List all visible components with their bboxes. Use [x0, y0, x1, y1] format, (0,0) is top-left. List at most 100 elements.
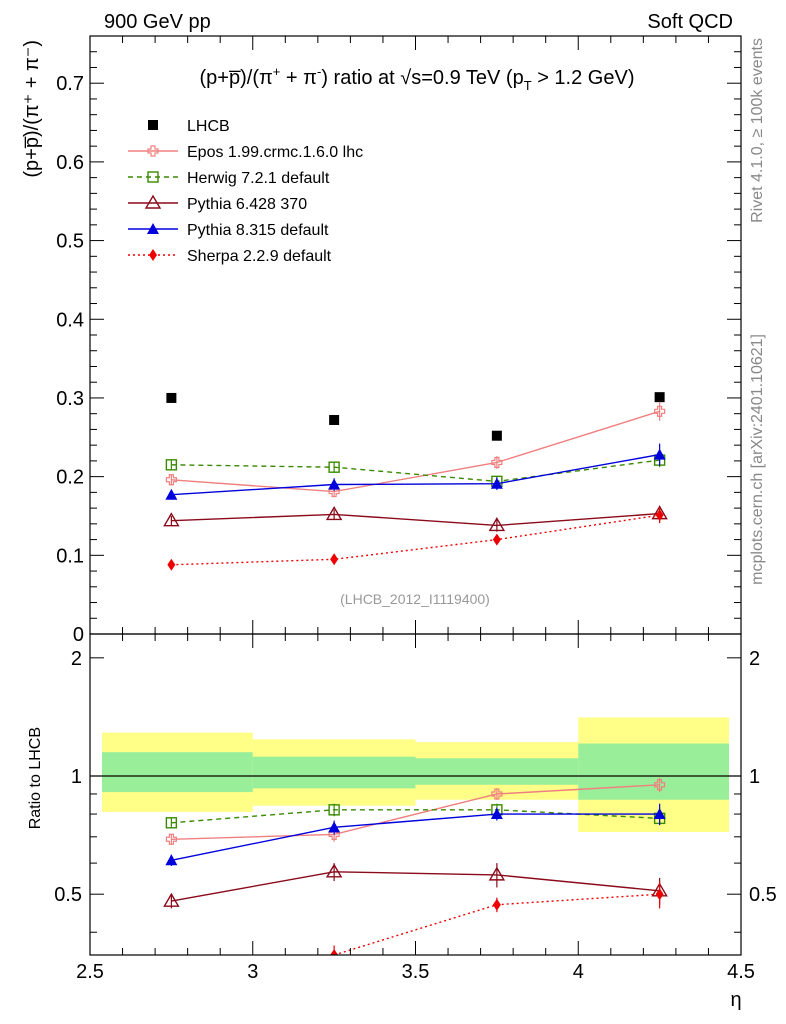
data-point: [492, 533, 501, 546]
legend-marker: [147, 171, 159, 183]
data-point: [328, 485, 340, 498]
data-point: [491, 430, 502, 441]
analysis-label: (LHCB_2012_I1119400): [340, 591, 490, 607]
data-point: [488, 517, 506, 532]
series-line-pythia-8-315-default: [171, 453, 660, 496]
ratio-y-tick-label: 2: [71, 648, 82, 670]
legend-label: LHCB: [187, 118, 230, 135]
data-point: [163, 512, 180, 527]
data-point: [653, 808, 666, 820]
legend-item-lhcb: LHCB: [148, 118, 230, 135]
data-point: [491, 788, 503, 800]
data-point: [490, 808, 503, 820]
data-point: [328, 478, 341, 490]
data-point: [165, 459, 178, 471]
legend-label: Pythia 6.428 370: [187, 196, 307, 213]
series-herwig-7-2-1-default: [165, 453, 666, 488]
y-axis-title-bottom: Ratio to LHCB: [27, 727, 44, 829]
band-green-2: [415, 758, 579, 785]
data-point: [330, 949, 339, 955]
y-tick-label: 0.7: [56, 73, 84, 95]
series-line-sherpa-2-2-9-default: [329, 893, 660, 955]
series-line-pythia-8-315-default: [171, 813, 660, 861]
data-point: [325, 863, 343, 878]
x-axis-title: η: [730, 989, 741, 1011]
y-axis-title-top: (p+p̅)/(π⁺ + π⁻): [21, 40, 43, 178]
series-epos-1-99-crmc-1-6-0-lhc: [165, 401, 666, 498]
y-tick-label: 0.4: [56, 309, 84, 331]
legend-marker: [147, 223, 159, 234]
ratio-y-tick-label-right: 1: [749, 766, 760, 788]
legend-marker: [149, 249, 157, 261]
series-pythia-8-315-default: [165, 803, 666, 866]
ratio-panel: [163, 777, 668, 987]
series-pythia-8-315-default: [165, 443, 666, 500]
legend-item-pythia-8-315-default: Pythia 8.315 default: [128, 222, 329, 239]
ratio-bands: [90, 717, 741, 833]
band-green-0: [102, 752, 253, 793]
y-tick-label: 0.6: [56, 152, 84, 174]
data-point: [165, 474, 177, 486]
legend-item-sherpa-2-2-9-default: Sherpa 2.2.9 default: [128, 248, 332, 265]
data-point: [328, 821, 341, 833]
band-green-1: [252, 756, 416, 789]
rivet-label: Rivet 4.1.0, ≥ 100k events: [749, 38, 766, 223]
data-point: [655, 509, 664, 522]
series-line-sherpa-2-2-9-default: [171, 514, 660, 566]
legend-label: Sherpa 2.2.9 default: [187, 248, 332, 265]
series-line-epos-1-99-crmc-1-6-0-lhc: [171, 784, 660, 840]
x-tick-label: 4: [573, 961, 584, 983]
y-tick-label: 0.2: [56, 467, 84, 489]
data-point: [654, 405, 666, 417]
data-point: [490, 477, 503, 489]
legend-marker: [144, 194, 162, 209]
header-right: Soft QCD: [647, 11, 733, 33]
main-panel: [163, 392, 668, 571]
x-tick-label: 4.5: [727, 961, 755, 983]
y-tick-label: 0: [73, 624, 84, 646]
data-point: [165, 817, 178, 829]
data-point: [655, 888, 664, 901]
data-point: [328, 828, 340, 841]
legend-label: Pythia 8.315 default: [187, 222, 329, 239]
y-tick-label: 0.3: [56, 388, 84, 410]
series-line-pythia-6-428-370: [171, 512, 660, 527]
y-tick-label: 0.1: [56, 545, 84, 567]
data-point: [492, 898, 501, 911]
x-tick-label: 3.5: [402, 961, 430, 983]
data-point: [328, 804, 340, 816]
y-tick-label: 0.5: [56, 231, 84, 253]
data-point: [329, 414, 340, 425]
data-point: [328, 461, 340, 473]
series-line-pythia-6-428-370: [171, 871, 660, 902]
ratio-y-tick-label: 1: [71, 766, 82, 788]
legend-marker: [148, 120, 158, 130]
legend-label: Herwig 7.2.1 default: [187, 170, 330, 187]
series-sherpa-2-2-9-default: [167, 507, 664, 571]
legend-marker: [147, 145, 159, 157]
mcplots-label: mcplots.cern.ch [arXiv:2401.10621]: [749, 334, 766, 585]
data-point: [654, 779, 666, 791]
header-left: 900 GeV pp: [104, 11, 211, 33]
series-line-herwig-7-2-1-default: [171, 459, 660, 483]
data-point: [491, 456, 503, 469]
data-point: [167, 975, 175, 987]
data-point: [167, 558, 176, 571]
data-point: [165, 854, 178, 866]
data-point: [325, 506, 343, 521]
series-line-epos-1-99-crmc-1-6-0-lhc: [171, 410, 660, 493]
ratio-y-tick-label: 0.5: [54, 884, 82, 906]
data-point: [488, 866, 506, 881]
legend-item-epos-1-99-crmc-1-6-0-lhc: Epos 1.99.crmc.1.6.0 lhc: [128, 144, 363, 161]
data-point: [165, 488, 178, 500]
ratio-y-tick-label-right: 2: [749, 648, 760, 670]
series-pythia-6-428-370: [163, 863, 668, 909]
ratio-y-tick-label-right: 0.5: [749, 884, 777, 906]
series-pythia-6-428-370: [163, 505, 668, 532]
legend: LHCB Epos 1.99.crmc.1.6.0 lhc Herwig 7.2.1…: [128, 118, 363, 265]
series-epos-1-99-crmc-1-6-0-lhc: [165, 777, 666, 845]
legend-item-pythia-6-428-370: Pythia 6.428 370: [128, 194, 307, 213]
data-point: [166, 392, 177, 403]
axes: 0 0.1 0.2 0.3 0.4 0.5 0.6 0.7 2.5 3 3.5 4 4.5 0.5 0.5 1…: [54, 35, 777, 983]
